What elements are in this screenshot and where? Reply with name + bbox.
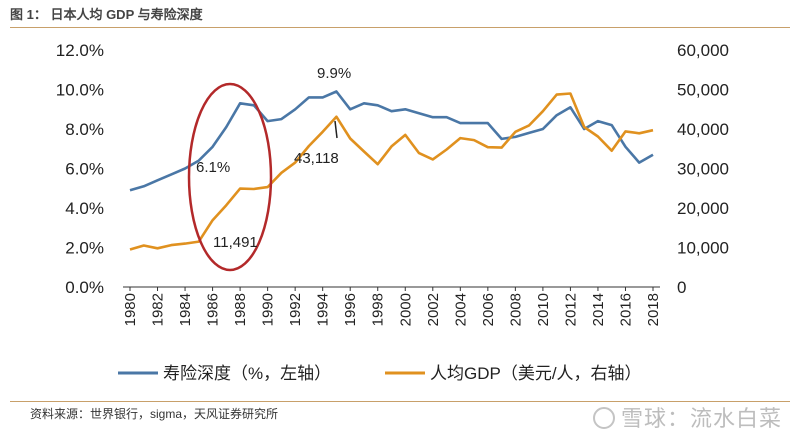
right-tick-label: 60,000: [677, 41, 729, 60]
x-tick-label: 2018: [645, 293, 662, 326]
x-tick-label: 2016: [617, 293, 634, 326]
x-tick-label: 1992: [287, 293, 304, 326]
x-tick-label: 2000: [397, 293, 414, 326]
left-tick-label: 0.0%: [65, 278, 104, 297]
x-tick-label: 2006: [480, 293, 497, 326]
x-tick-label: 2004: [452, 293, 469, 326]
gdp-peak-callout-line: [334, 120, 338, 139]
x-tick-label: 2002: [425, 293, 442, 326]
series-line-depth: [129, 90, 654, 192]
left-tick-label: 4.0%: [65, 199, 104, 218]
top-divider: [10, 27, 790, 28]
x-tick-label: 1990: [260, 293, 277, 326]
x-tick-label: 2010: [535, 293, 552, 326]
right-tick-label: 20,000: [677, 199, 729, 218]
highlight-ellipse: [187, 82, 273, 272]
x-tick-label: 1984: [177, 293, 194, 326]
left-tick-label: 8.0%: [65, 120, 104, 139]
snowball-logo-icon: [592, 407, 615, 429]
left-tick-label: 12.0%: [56, 41, 104, 60]
x-tick-label: 1982: [150, 293, 167, 326]
x-tick-label: 1996: [342, 293, 359, 326]
annotation-depth-1985: 6.1%: [196, 159, 230, 176]
source-note: 资料来源：世界银行，sigma，天风证券研究所: [30, 407, 279, 421]
watermark-text: 雪球：流水白菜: [620, 406, 782, 431]
series-lines: [129, 90, 654, 251]
legend-label-depth: 寿险深度（%，左轴）: [163, 364, 331, 383]
x-tick-label: 2012: [562, 293, 579, 326]
x-tick-label: 2014: [590, 293, 607, 326]
x-tick-label: 1988: [232, 293, 249, 326]
x-tick-label: 1980: [122, 293, 139, 326]
figure-title: 图 1： 日本人均 GDP 与寿险深度: [10, 7, 203, 22]
right-axis-ticks: 0 10,000 20,000 30,000 40,000 50,000 60,000: [677, 41, 729, 297]
x-tick-label: 1998: [370, 293, 387, 326]
chart: 0.0% 2.0% 4.0% 6.0% 8.0% 10.0% 12.0% 0 10,000 20…: [56, 41, 729, 383]
right-tick-label: 10,000: [677, 239, 729, 258]
annotation-gdp-peak: 43,118: [294, 150, 339, 167]
x-axis-ticks: 1980 1982 1984 1986 1988 1990 1992 1994 1996 1998…: [122, 287, 662, 326]
legend-label-gdp: 人均GDP（美元/人，右轴）: [430, 364, 642, 383]
left-tick-label: 6.0%: [65, 160, 104, 179]
right-tick-label: 30,000: [677, 160, 729, 179]
watermark: 雪球：流水白菜: [592, 401, 782, 433]
left-tick-label: 2.0%: [65, 239, 104, 258]
x-tick-label: 1986: [205, 293, 222, 326]
right-tick-label: 40,000: [677, 120, 729, 139]
annotation-depth-peak: 9.9%: [317, 65, 351, 82]
bottom-divider: [10, 401, 790, 402]
x-tick-label: 2008: [507, 293, 524, 326]
right-tick-label: 0: [677, 278, 686, 297]
annotation-gdp-1985: 11,491: [213, 234, 258, 251]
left-tick-label: 10.0%: [56, 81, 104, 100]
series-line-gdp: [129, 92, 654, 251]
right-tick-label: 50,000: [677, 81, 729, 100]
left-axis-ticks: 0.0% 2.0% 4.0% 6.0% 8.0% 10.0% 12.0%: [56, 41, 104, 297]
x-tick-label: 1994: [315, 293, 332, 326]
legend: 寿险深度（%，左轴） 人均GDP（美元/人，右轴）: [118, 364, 642, 383]
